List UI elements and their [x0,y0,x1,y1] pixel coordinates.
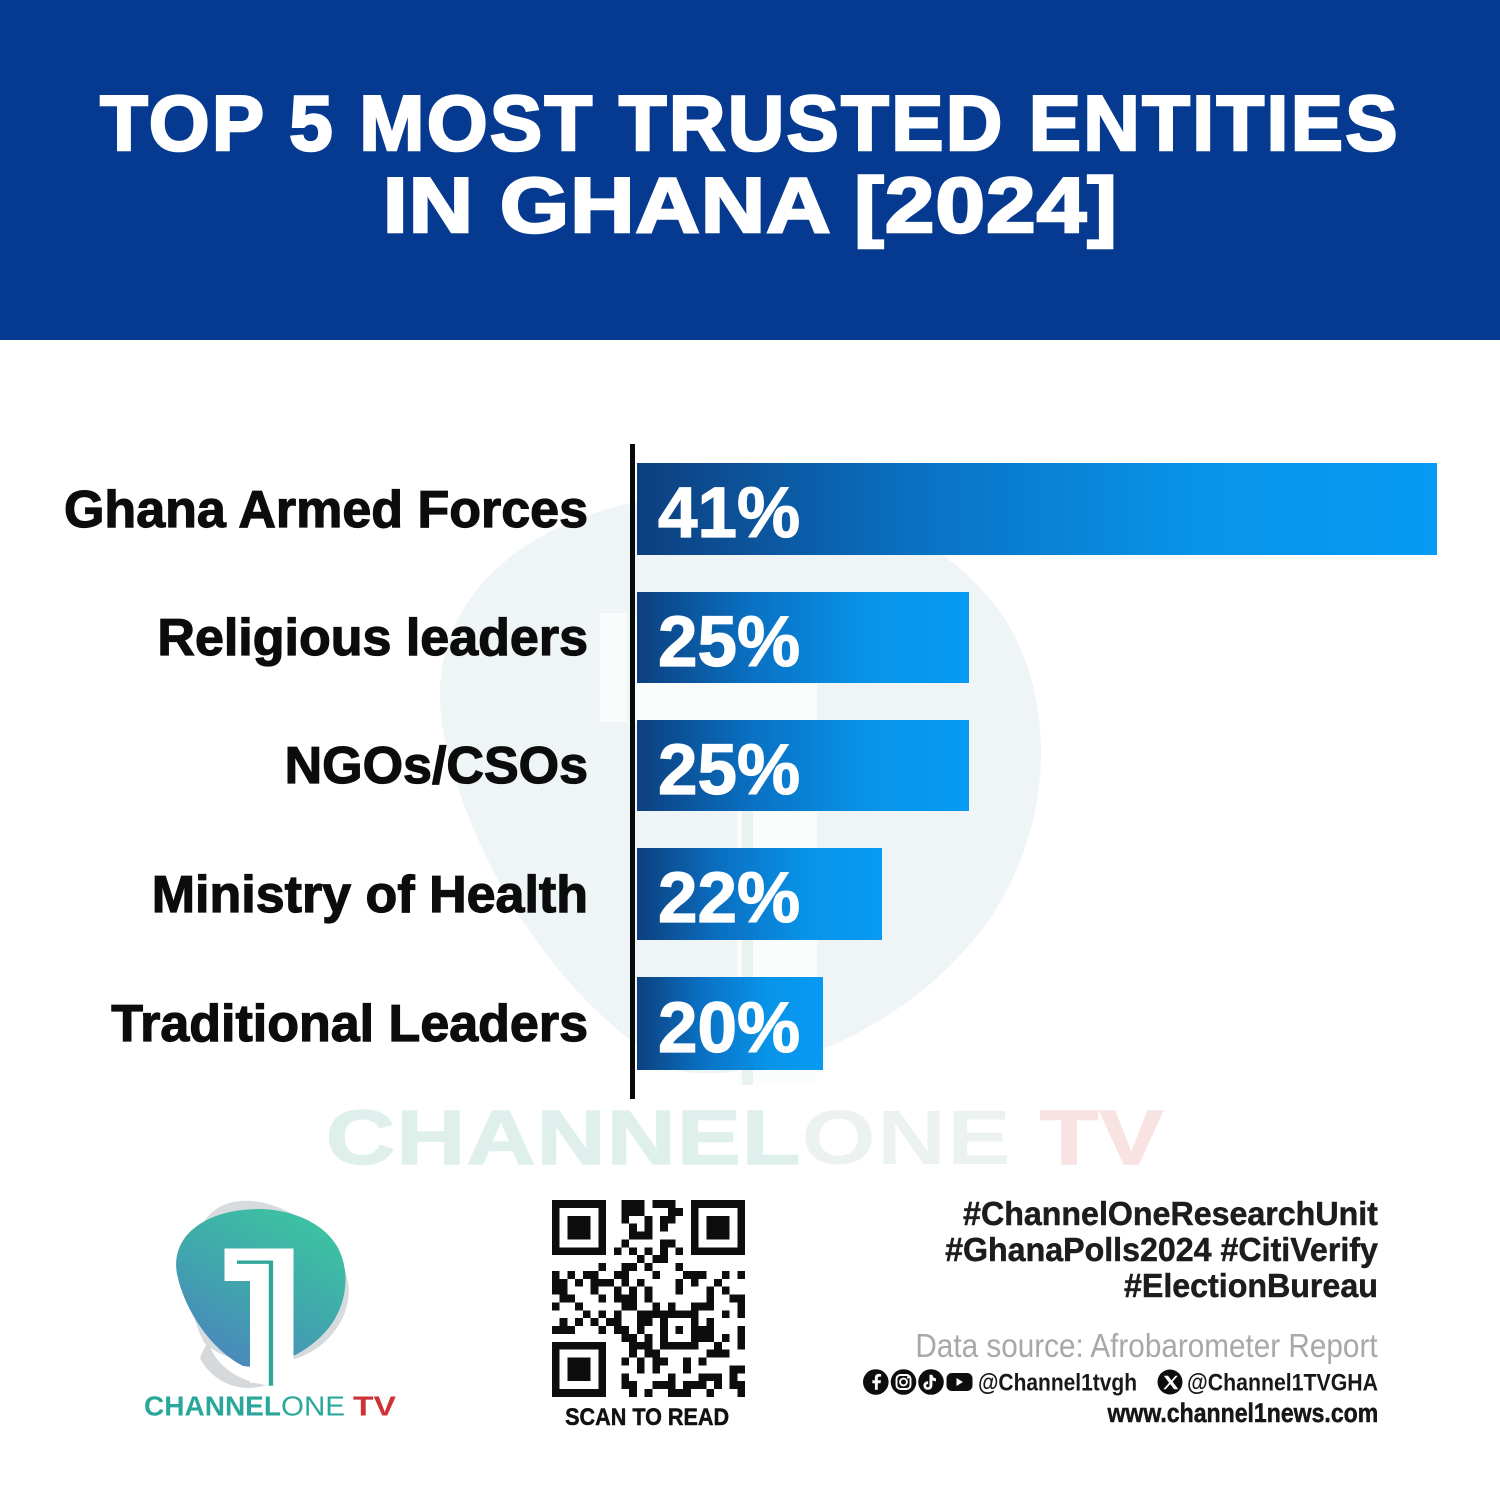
svg-text:TV: TV [353,1391,396,1422]
svg-text:@Channel1tvgh: @Channel1tvgh [978,1370,1137,1397]
svg-text:ONE: ONE [281,1391,345,1422]
svg-text:@Channel1TVGHA: @Channel1TVGHA [1187,1370,1378,1397]
svg-text:CHANNEL: CHANNEL [144,1391,281,1422]
